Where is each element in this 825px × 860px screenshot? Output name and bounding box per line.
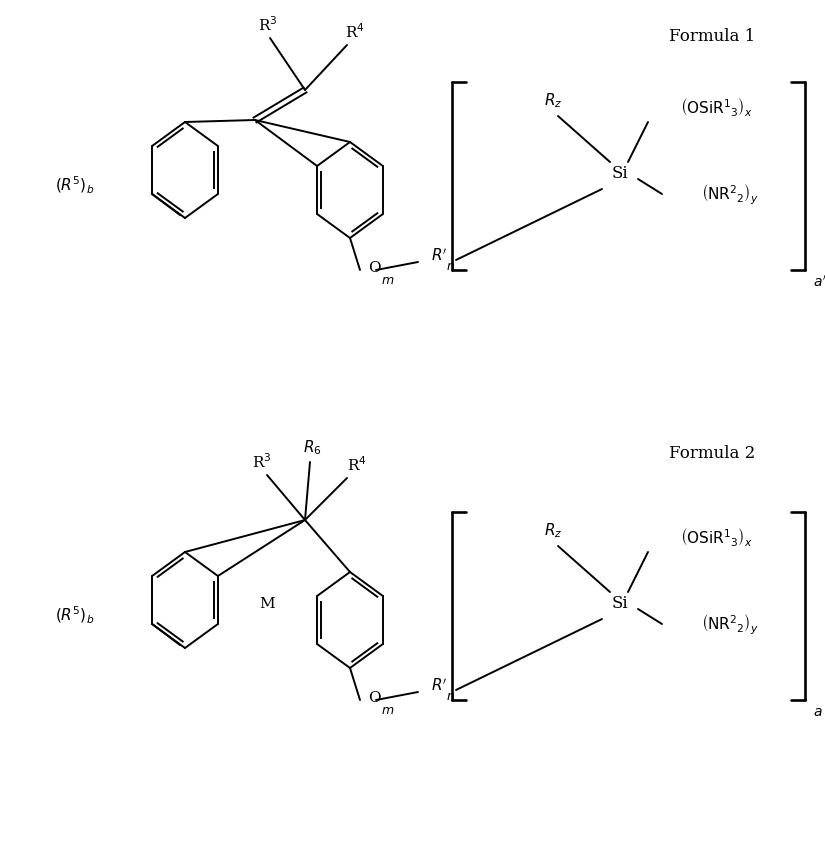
Text: $(R^5)_b$: $(R^5)_b$ — [55, 175, 94, 195]
Text: $a$: $a$ — [813, 705, 823, 719]
Text: $R_z$: $R_z$ — [544, 92, 562, 110]
Text: $R_6$: $R_6$ — [303, 439, 322, 458]
Text: $R'$: $R'$ — [431, 678, 447, 694]
Text: $\mathregular{R}^3$: $\mathregular{R}^3$ — [252, 452, 271, 471]
Text: O: O — [368, 261, 380, 275]
Text: $R'$: $R'$ — [431, 248, 447, 264]
Text: $m$: $m$ — [381, 273, 394, 286]
Text: $\left(\mathrm{NR}^2{}_2\right)_y$: $\left(\mathrm{NR}^2{}_2\right)_y$ — [701, 182, 759, 206]
Text: $a'$: $a'$ — [813, 274, 825, 290]
Text: $\mathregular{R}^4$: $\mathregular{R}^4$ — [345, 22, 365, 41]
Text: Formula 2: Formula 2 — [669, 445, 755, 462]
Text: $\left(\mathrm{OSiR}^1{}_3\right)_x$: $\left(\mathrm{OSiR}^1{}_3\right)_x$ — [680, 96, 752, 118]
Text: $m$: $m$ — [381, 703, 394, 716]
Text: $\left(\mathrm{OSiR}^1{}_3\right)_x$: $\left(\mathrm{OSiR}^1{}_3\right)_x$ — [680, 526, 752, 548]
Text: $\mathregular{R}^4$: $\mathregular{R}^4$ — [347, 456, 367, 475]
Text: $R_z$: $R_z$ — [544, 522, 562, 540]
Text: $n$: $n$ — [446, 261, 455, 273]
Text: M: M — [260, 597, 276, 611]
Text: $n$: $n$ — [446, 691, 455, 703]
Text: O: O — [368, 691, 380, 705]
Text: Formula 1: Formula 1 — [669, 28, 755, 45]
Text: Si: Si — [611, 165, 629, 182]
Text: $(R^5)_b$: $(R^5)_b$ — [55, 605, 94, 625]
Text: $\mathregular{R}^3$: $\mathregular{R}^3$ — [258, 15, 278, 34]
Text: Si: Si — [611, 595, 629, 612]
Text: $\left(\mathrm{NR}^2{}_2\right)_y$: $\left(\mathrm{NR}^2{}_2\right)_y$ — [701, 612, 759, 636]
